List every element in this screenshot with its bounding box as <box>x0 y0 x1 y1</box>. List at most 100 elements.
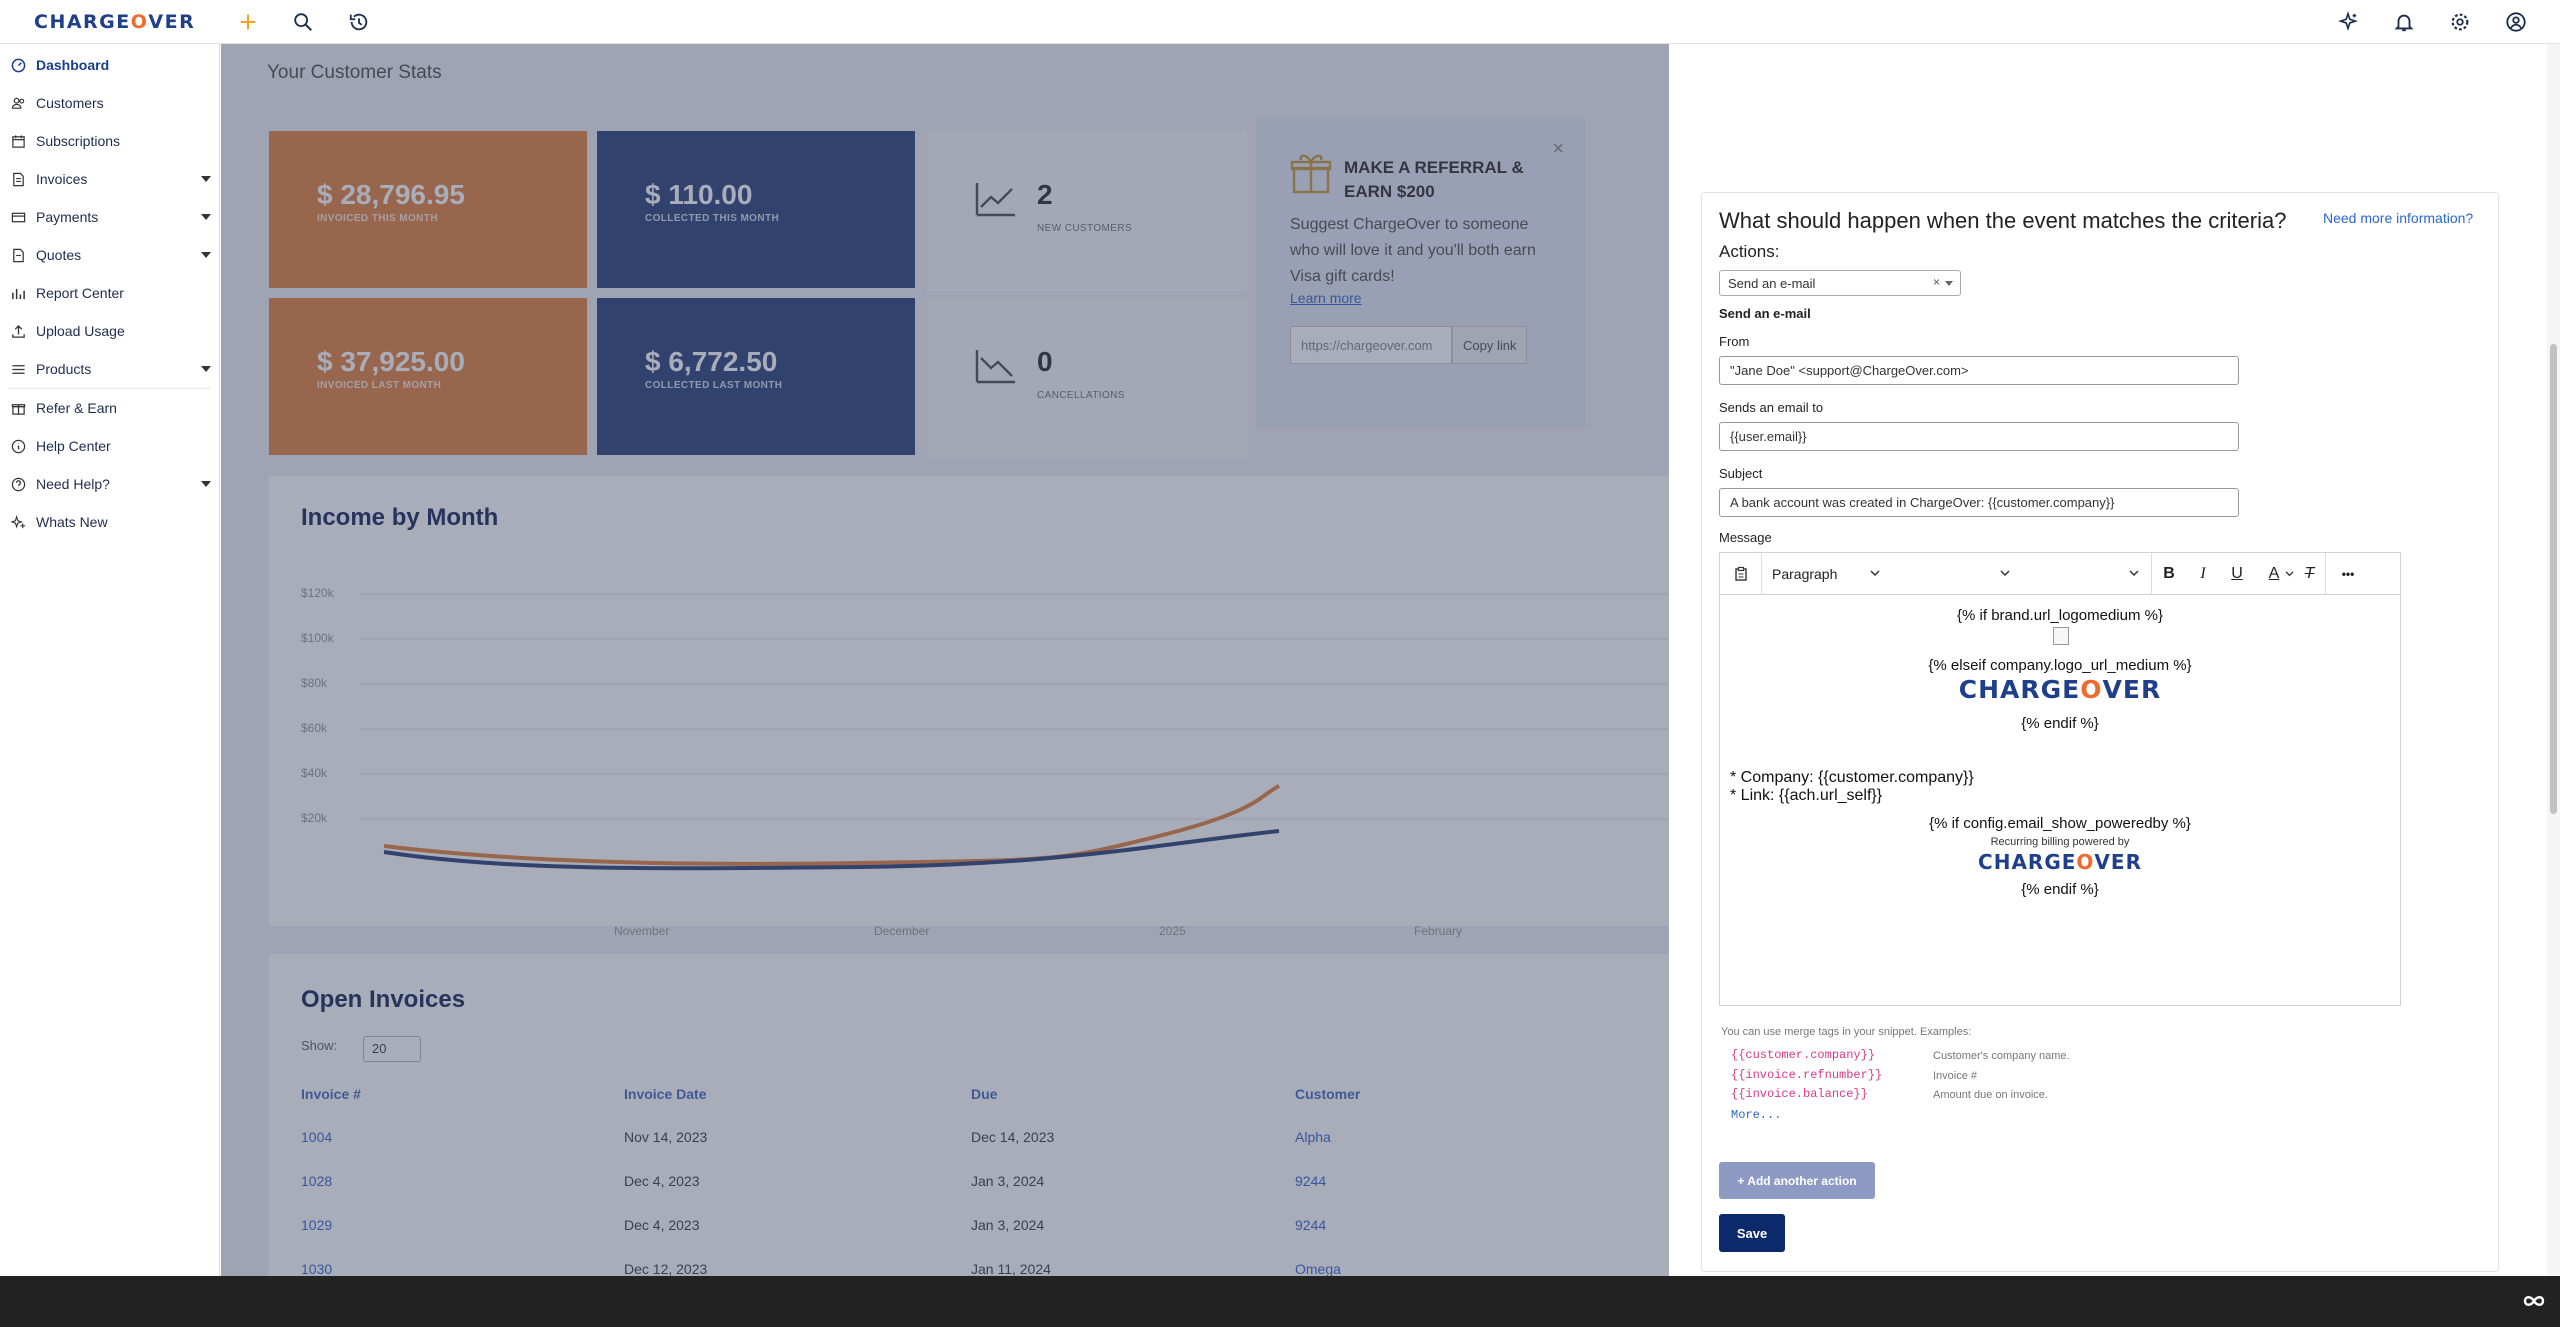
from-label: From <box>1719 334 1750 349</box>
stat-card[interactable]: $ 37,925.00 INVOICED LAST MONTH <box>269 298 587 455</box>
invoice-number[interactable]: 1029 <box>301 1217 333 1233</box>
bold-button[interactable]: B <box>2163 564 2175 582</box>
stat-value: $ 28,796.95 <box>317 179 465 210</box>
close-icon[interactable]: × <box>1552 138 1564 160</box>
stat-value: $ 110.00 <box>645 179 753 210</box>
sidebar-item-whats-new[interactable]: Whats New <box>0 503 219 541</box>
sidebar-item-subscriptions[interactable]: Subscriptions <box>0 122 219 160</box>
modal-backdrop[interactable] <box>221 44 1669 1276</box>
underline-button[interactable]: U <box>2231 564 2243 582</box>
sidebar-item-invoices[interactable]: Invoices <box>0 160 219 198</box>
referral-card: × MAKE A REFERRAL & EARN $200 Suggest Ch… <box>1256 118 1586 428</box>
message-label: Message <box>1719 530 1772 545</box>
font-family-select[interactable] <box>1892 553 2022 595</box>
invoice-date: Dec 4, 2023 <box>624 1217 700 1233</box>
subject-label: Subject <box>1719 466 1763 481</box>
more-options-button[interactable]: ••• <box>2341 566 2355 581</box>
chevron-down-icon[interactable] <box>201 481 211 487</box>
chevron-down-icon[interactable] <box>201 214 211 220</box>
sidebar-item-products[interactable]: Products <box>0 350 219 388</box>
settings-gear-icon[interactable] <box>2446 8 2474 36</box>
paste-icon[interactable] <box>1720 552 1762 595</box>
invoice-customer[interactable]: 9244 <box>1295 1173 1327 1189</box>
paragraph-format-select[interactable]: Paragraph <box>1762 553 1892 595</box>
template-line: {% endif %} <box>2021 715 2099 732</box>
italic-button[interactable]: I <box>2200 564 2206 582</box>
message-editor[interactable]: Paragraph B I U A T ••• {% if brand.url_… <box>1719 552 2401 1006</box>
col-header[interactable]: Customer <box>1295 1086 1361 1102</box>
text-color-button[interactable]: A <box>2254 553 2294 595</box>
merge-tag: {{invoice.refnumber}} <box>1731 1068 1883 1082</box>
action-card <box>1701 192 2499 1272</box>
save-button[interactable]: Save <box>1719 1214 1785 1252</box>
show-select[interactable]: 20 <box>363 1036 421 1062</box>
sidebar-item-refer-earn[interactable]: Refer & Earn <box>0 389 219 427</box>
font-size-select[interactable] <box>2022 552 2152 595</box>
clear-icon[interactable]: × <box>1932 275 1940 289</box>
stat-label: COLLECTED THIS MONTH <box>645 213 780 224</box>
col-header[interactable]: Invoice Date <box>624 1086 707 1102</box>
col-header[interactable]: Due <box>971 1086 998 1102</box>
sidebar-item-help-center[interactable]: Help Center <box>0 427 219 465</box>
sidebar-item-quotes[interactable]: Quotes <box>0 236 219 274</box>
subscriptions-icon <box>10 133 26 149</box>
add-another-action-button[interactable]: + Add another action <box>1719 1162 1875 1199</box>
sidebar-item-need-help[interactable]: Need Help? <box>0 465 219 503</box>
stat-label: COLLECTED LAST MONTH <box>645 380 783 391</box>
invoice-number[interactable]: 1030 <box>301 1261 333 1276</box>
clear-formatting-button[interactable]: T <box>2294 552 2326 595</box>
sidebar-label: Whats New <box>36 514 108 530</box>
chevron-down-icon <box>1870 569 1880 576</box>
search-icon[interactable] <box>289 8 317 36</box>
sidebar-item-dashboard[interactable]: Dashboard <box>0 46 219 84</box>
chevron-down-icon[interactable] <box>201 252 211 258</box>
copy-link-button[interactable]: Copy link <box>1452 326 1528 364</box>
panel-scrollbar[interactable] <box>2547 44 2560 1276</box>
user-account-icon[interactable] <box>2502 8 2530 36</box>
more-tags-link[interactable]: More... <box>1731 1108 1782 1122</box>
chargeover-logo[interactable]: CHARGEOVER <box>34 11 196 33</box>
sidebar-item-customers[interactable]: Customers <box>0 84 219 122</box>
col-header[interactable]: Invoice # <box>301 1086 361 1102</box>
merge-tag: {{invoice.balance}} <box>1731 1087 1868 1101</box>
invoice-customer[interactable]: 9244 <box>1295 1217 1327 1233</box>
invoice-due: Dec 14, 2023 <box>971 1129 1055 1145</box>
from-field[interactable]: "Jane Doe" <support@ChargeOver.com> <box>1719 356 2239 385</box>
history-icon[interactable] <box>345 8 373 36</box>
ai-sparkle-icon[interactable] <box>2334 8 2362 36</box>
to-label: Sends an email to <box>1719 400 1824 415</box>
bell-icon[interactable] <box>2390 8 2418 36</box>
sidebar-item-report-center[interactable]: Report Center <box>0 274 219 312</box>
invoice-customer[interactable]: Omega <box>1295 1261 1341 1276</box>
invoice-number[interactable]: 1028 <box>301 1173 333 1189</box>
invoice-number[interactable]: 1004 <box>301 1129 333 1145</box>
gift-icon <box>1290 154 1332 194</box>
chevron-down-icon[interactable] <box>201 176 211 182</box>
stat-value: $ 6,772.50 <box>645 346 778 377</box>
y-tick: $60k <box>301 721 328 735</box>
chevron-down-icon[interactable] <box>201 366 211 372</box>
sidebar-item-payments[interactable]: Payments <box>0 198 219 236</box>
add-icon[interactable] <box>234 8 262 36</box>
to-field[interactable]: {{user.email}} <box>1719 422 2239 451</box>
stat-card[interactable]: $ 28,796.95 INVOICED THIS MONTH <box>269 131 587 288</box>
dashboard-title: Your Customer Stats <box>267 62 442 83</box>
stat-label: INVOICED LAST MONTH <box>317 380 442 391</box>
stat-card[interactable]: $ 110.00 COLLECTED THIS MONTH <box>597 131 915 288</box>
stat-card[interactable]: $ 6,772.50 COLLECTED LAST MONTH <box>597 298 915 455</box>
scrollbar-thumb[interactable] <box>2550 344 2557 814</box>
infinity-icon[interactable] <box>2522 1293 2546 1309</box>
cancellations-card: 0 CANCELLATIONS <box>927 298 1247 458</box>
actions-label: Actions: <box>1719 242 1780 261</box>
sidebar-item-upload-usage[interactable]: Upload Usage <box>0 312 219 350</box>
y-tick: $120k <box>301 586 334 600</box>
action-select-value: Send an e-mail <box>1728 276 1816 291</box>
invoice-customer[interactable]: Alpha <box>1295 1129 1331 1145</box>
need-more-info-link[interactable]: Need more information? <box>2323 210 2474 226</box>
chevron-down-icon[interactable] <box>1945 281 1953 286</box>
sidebar-label: Customers <box>36 95 104 111</box>
learn-more-link[interactable]: Learn more <box>1290 290 1362 306</box>
subject-field[interactable]: A bank account was created in ChargeOver… <box>1719 488 2239 517</box>
referral-link-field[interactable]: https://chargeover.com <box>1290 326 1452 364</box>
action-select[interactable]: Send an e-mail × <box>1719 270 1961 296</box>
